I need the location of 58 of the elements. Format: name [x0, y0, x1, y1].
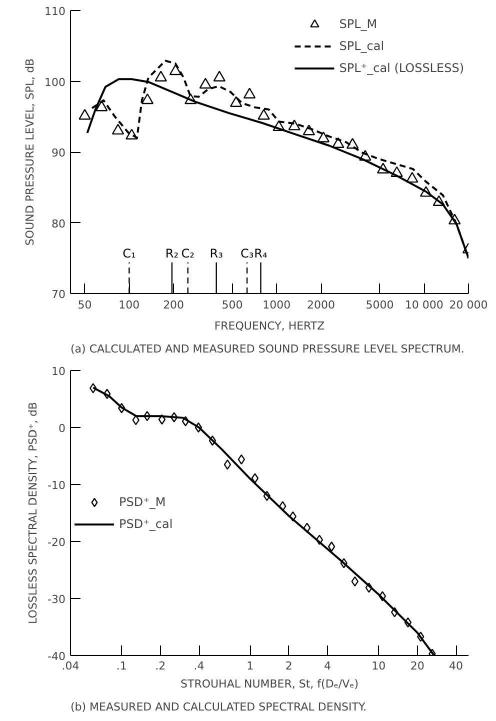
- text: (a) CALCULATED AND MEASURED SOUND PRESSURE LEVEL SPECTRUM.: [70, 342, 464, 356]
- x-tick-label: 10: [372, 660, 386, 672]
- ref-line-label: C₁: [122, 246, 136, 260]
- x-tick-label: 20: [410, 660, 424, 672]
- point: [154, 70, 167, 82]
- x-tick-label: 2000: [307, 298, 336, 312]
- point: [169, 64, 182, 76]
- point: [230, 96, 242, 107]
- legend-label: SPL_cal: [339, 39, 384, 53]
- x-tick-label: 1: [246, 660, 254, 672]
- x-tick-label: 200: [163, 298, 184, 312]
- x-tick-label: 40: [449, 660, 464, 672]
- x-tick-label: 4: [324, 660, 332, 672]
- x-tick-label: 1000: [262, 298, 291, 312]
- y-axis-title: LOSSLESS SPECTRAL DENSITY, PSD⁺, dB: [26, 402, 40, 624]
- ref-line-label: C₃: [240, 246, 254, 260]
- x-tick-label: 10 000: [404, 298, 444, 312]
- y-tick-label: -30: [48, 593, 66, 606]
- text: (b) MEASURED AND CALCULATED SPECTRAL DENSITY.: [70, 700, 366, 714]
- y-tick-label: -10: [48, 479, 66, 492]
- x-tick-label: 5000: [366, 298, 394, 312]
- point: [317, 132, 330, 142]
- point: [141, 93, 154, 104]
- y-tick-label: 70: [52, 288, 66, 301]
- point: [199, 78, 212, 89]
- y-tick-label: 90: [52, 146, 66, 160]
- point: [112, 124, 124, 135]
- x-tick-label: 100: [118, 298, 140, 312]
- x-tick-label: .4: [194, 660, 204, 672]
- x-axis-title: STROUHAL NUMBER, St, f(Dₑ/Vₑ): [180, 678, 358, 690]
- y-tick-label: 100: [44, 76, 66, 89]
- y-axis-title: SOUND PRESSURE LEVEL, SPL, dB: [24, 58, 37, 246]
- legend-label: PSD⁺_cal: [119, 516, 173, 530]
- x-tick-label: 500: [222, 298, 243, 312]
- point: [95, 100, 108, 112]
- x-tick-label: .2: [155, 660, 166, 672]
- legend-label: SPL⁺_cal (LOSSLESS): [339, 61, 464, 75]
- x-axis-title: FREQUENCY, HERTZ: [214, 320, 326, 332]
- x-tick-label: 50: [78, 298, 92, 312]
- y-tick-label: 80: [52, 217, 66, 230]
- y-tick-label: 10: [52, 365, 66, 378]
- point: [288, 120, 300, 130]
- legend-label: SPL_M: [339, 17, 378, 31]
- point: [406, 172, 418, 183]
- point: [258, 108, 270, 120]
- x-tick-label: .1: [116, 660, 127, 672]
- y-tick-label: 110: [44, 5, 66, 18]
- point: [213, 70, 226, 82]
- point: [243, 88, 256, 98]
- ref-line-label: C₂: [181, 246, 195, 260]
- ref-line-label: R₃: [210, 246, 224, 260]
- x-tick-label: 2: [285, 660, 292, 672]
- ref-line-label: R₄: [254, 246, 268, 260]
- ref-line-label: R₂: [165, 246, 179, 260]
- x-tick-label: 20 000: [449, 298, 488, 312]
- y-tick-label: 0: [58, 422, 66, 435]
- y-tick-label: -20: [48, 536, 66, 549]
- legend-label: PSD⁺_M: [119, 494, 166, 508]
